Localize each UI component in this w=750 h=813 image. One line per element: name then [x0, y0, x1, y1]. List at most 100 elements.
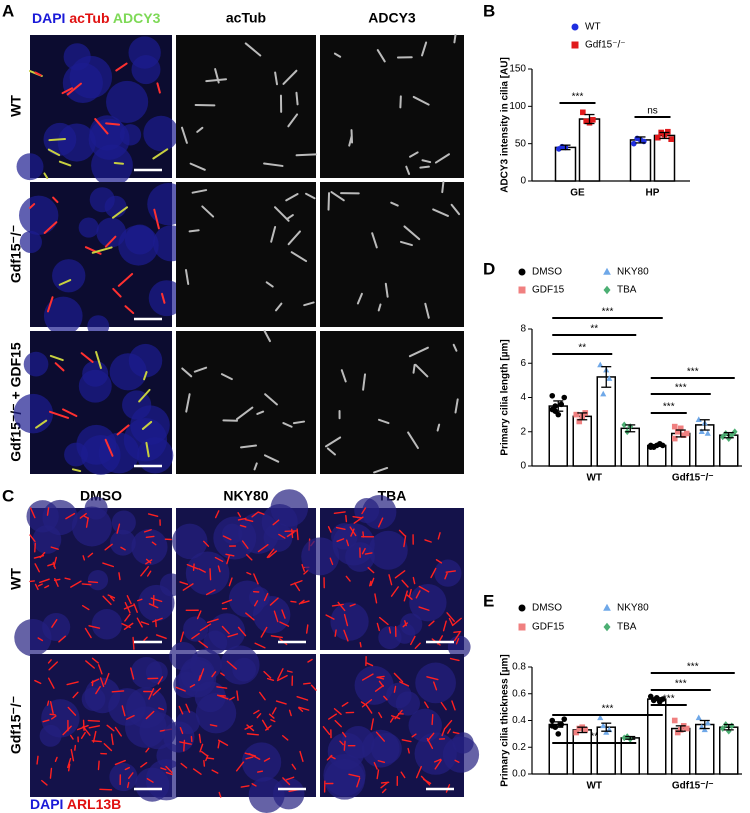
cilium	[258, 691, 266, 701]
cilium	[36, 755, 39, 765]
cilium	[74, 744, 77, 751]
cilium	[441, 727, 446, 737]
cilium	[71, 468, 82, 473]
cilium	[445, 570, 457, 573]
cilium	[220, 373, 233, 381]
cilium	[334, 629, 337, 637]
cilium	[70, 748, 75, 762]
micrograph	[176, 35, 317, 178]
cilium	[399, 240, 413, 247]
cilium	[260, 626, 268, 638]
cilium	[49, 767, 53, 779]
significance-label: **	[590, 732, 598, 743]
cilium	[246, 554, 253, 561]
cilium	[72, 691, 79, 699]
nucleus	[16, 153, 44, 181]
cilium	[198, 733, 202, 744]
cilium	[263, 757, 271, 762]
cilium	[290, 251, 308, 263]
cilium	[398, 529, 406, 537]
bar	[671, 727, 691, 775]
cilium	[198, 640, 209, 649]
cilium	[124, 305, 135, 315]
cilium	[217, 739, 229, 746]
cilium	[435, 559, 443, 564]
cilium	[69, 734, 74, 740]
cilium	[143, 371, 148, 381]
cilium	[310, 684, 317, 691]
cilium	[388, 574, 393, 586]
cilium	[235, 761, 245, 772]
cilium	[155, 634, 167, 640]
cilium	[112, 287, 122, 298]
cilium	[327, 192, 331, 211]
micrograph	[30, 654, 187, 802]
nucleus	[57, 123, 96, 162]
bar	[578, 118, 601, 182]
column-header: acTub	[226, 10, 266, 26]
cilium	[268, 550, 278, 559]
cilium	[353, 516, 364, 524]
cilium	[148, 688, 155, 700]
cilium	[228, 577, 233, 587]
nucleus	[354, 498, 380, 524]
cilium	[366, 662, 374, 667]
cilium	[256, 713, 262, 719]
nucleus	[122, 390, 152, 420]
cilium	[229, 696, 235, 701]
cilium	[263, 330, 271, 343]
cilium	[47, 677, 55, 689]
legend-marker	[603, 603, 611, 611]
cilium	[83, 515, 89, 520]
cilium	[348, 773, 361, 778]
cilium	[399, 681, 410, 687]
cilium	[43, 221, 58, 234]
cilium	[79, 512, 87, 519]
cilium	[370, 577, 375, 587]
cilium	[152, 687, 162, 696]
cilium	[378, 418, 390, 425]
legend-label: DMSO	[532, 267, 562, 278]
data-point	[722, 430, 729, 437]
cilium	[266, 677, 275, 682]
data-point	[600, 722, 607, 729]
nucleus	[43, 296, 83, 336]
nucleus	[232, 657, 257, 682]
cilium	[444, 572, 448, 580]
cilium	[279, 621, 290, 627]
data-point	[555, 411, 562, 418]
cilium	[66, 82, 82, 96]
micrograph	[176, 330, 316, 474]
cilium	[251, 511, 259, 518]
cilium	[405, 165, 411, 176]
stain: DAPI	[30, 796, 63, 812]
cilium	[451, 700, 456, 711]
y-tick-label: 0.6	[512, 688, 526, 699]
nucleus	[301, 537, 340, 576]
micrograph	[320, 34, 464, 178]
cilium	[95, 685, 101, 695]
cilium	[104, 672, 110, 685]
data-point	[731, 428, 738, 436]
cilium	[330, 191, 345, 202]
cilium	[111, 690, 125, 693]
cilium	[225, 553, 235, 557]
cilium	[257, 543, 269, 553]
cilium	[97, 760, 100, 771]
data-point	[558, 401, 565, 408]
y-tick-label: 0.4	[512, 715, 526, 726]
cilium	[189, 684, 196, 688]
cilium	[327, 526, 332, 533]
cilium	[322, 726, 331, 736]
data-point	[728, 431, 735, 439]
image-bg	[176, 35, 316, 178]
nucleus	[395, 691, 421, 716]
legend-marker	[518, 268, 526, 276]
cilium	[305, 624, 309, 634]
nucleus	[203, 630, 228, 655]
cilium	[265, 725, 272, 731]
bar	[572, 729, 592, 775]
cilium	[140, 761, 148, 768]
cilium	[334, 719, 342, 728]
